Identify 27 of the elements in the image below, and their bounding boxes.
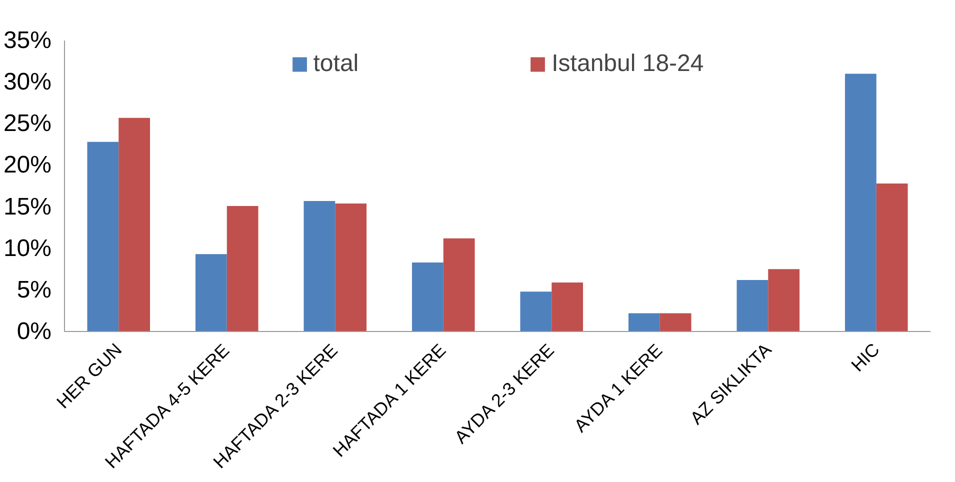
y-tick-label: 5% bbox=[16, 276, 52, 304]
y-tick-label: 20% bbox=[3, 152, 52, 179]
bar bbox=[195, 254, 227, 332]
bar bbox=[304, 200, 336, 332]
bar bbox=[736, 280, 768, 332]
bar bbox=[660, 313, 692, 332]
x-tick-label: HIC bbox=[847, 339, 884, 376]
y-tick-label: 15% bbox=[3, 193, 52, 220]
bar bbox=[226, 206, 258, 332]
bar bbox=[520, 292, 552, 332]
legend-label: Istanbul 18-24 bbox=[552, 50, 704, 78]
y-tick-label: 25% bbox=[3, 110, 52, 138]
bar bbox=[118, 118, 150, 332]
bar bbox=[412, 262, 444, 332]
bar bbox=[768, 269, 800, 332]
bar bbox=[443, 238, 475, 332]
bar bbox=[844, 74, 876, 332]
y-tick-label: 30% bbox=[3, 68, 52, 96]
bar bbox=[335, 203, 367, 332]
y-tick-label: 10% bbox=[3, 234, 52, 262]
legend-label: total bbox=[313, 50, 359, 78]
y-tick-label: 35% bbox=[3, 27, 52, 54]
bar bbox=[876, 184, 908, 332]
bar bbox=[552, 282, 584, 332]
y-tick-label: 0% bbox=[16, 318, 52, 345]
bar bbox=[87, 142, 119, 332]
bar bbox=[628, 313, 660, 332]
